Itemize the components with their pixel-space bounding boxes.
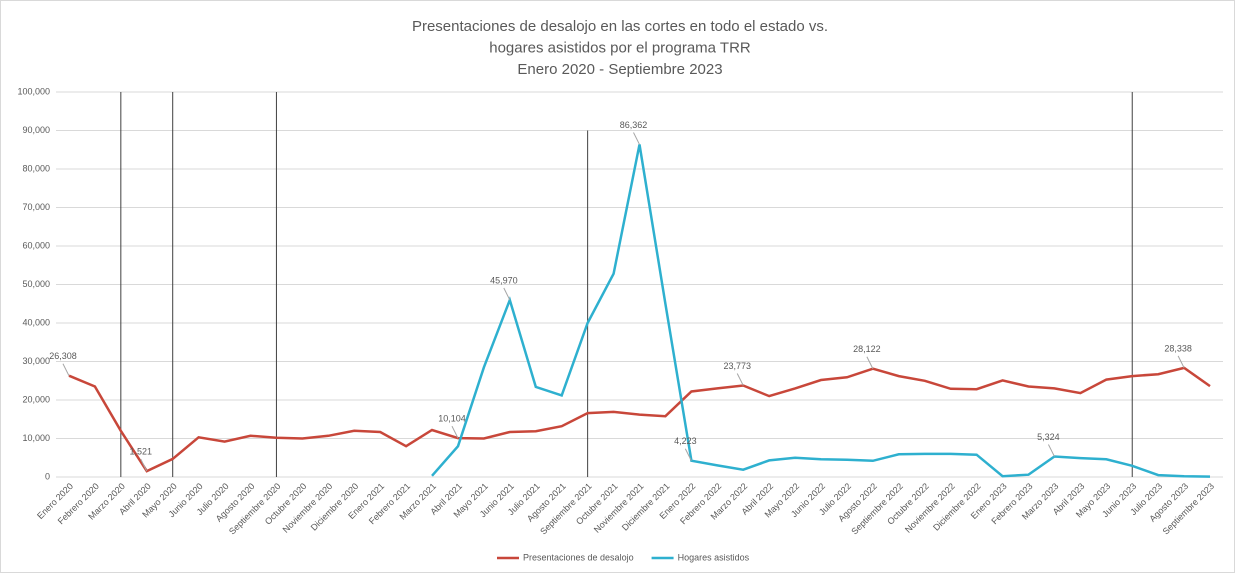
- y-tick-label: 50,000: [22, 279, 50, 289]
- label-leader: [62, 363, 70, 376]
- data-label: 1,521: [130, 447, 153, 457]
- label-leader: [1047, 444, 1055, 457]
- series-line: [68, 366, 1211, 473]
- y-tick-label: 100,000: [17, 86, 50, 96]
- data-label: 4,223: [674, 436, 697, 446]
- y-tick-label: 0: [45, 471, 50, 481]
- y-tick-label: 40,000: [22, 317, 50, 327]
- series-line: [431, 144, 1211, 478]
- legend-label: Presentaciones de desalojo: [523, 552, 634, 562]
- data-label: 5,324: [1037, 432, 1060, 442]
- data-label: 26,308: [49, 351, 77, 361]
- label-leader: [451, 425, 459, 439]
- label-leader: [633, 132, 640, 145]
- chart-title: Presentaciones de desalojo en las cortes…: [412, 18, 828, 35]
- y-tick-label: 10,000: [22, 433, 50, 443]
- data-label: 28,338: [1164, 343, 1192, 353]
- y-tick-label: 20,000: [22, 394, 50, 404]
- data-label: 10,104: [438, 413, 466, 423]
- label-leader: [1177, 355, 1185, 369]
- y-tick-label: 80,000: [22, 163, 50, 173]
- y-tick-label: 60,000: [22, 240, 50, 250]
- data-label: 86,362: [620, 120, 648, 130]
- label-leader: [684, 448, 692, 461]
- data-label: 28,122: [853, 344, 881, 354]
- data-label: 45,970: [490, 275, 518, 285]
- y-tick-label: 70,000: [22, 202, 50, 212]
- label-leader: [736, 373, 744, 386]
- legend-label: Hogares asistidos: [678, 552, 750, 562]
- chart-title: hogares asistidos por el programa TRR: [489, 39, 751, 56]
- label-leader: [140, 458, 148, 472]
- data-label: 23,773: [723, 361, 751, 371]
- chart-title: Enero 2020 - Septiembre 2023: [517, 61, 722, 78]
- y-tick-label: 30,000: [22, 356, 50, 366]
- y-tick-label: 90,000: [22, 125, 50, 135]
- label-leader: [503, 287, 511, 301]
- label-leader: [866, 356, 874, 369]
